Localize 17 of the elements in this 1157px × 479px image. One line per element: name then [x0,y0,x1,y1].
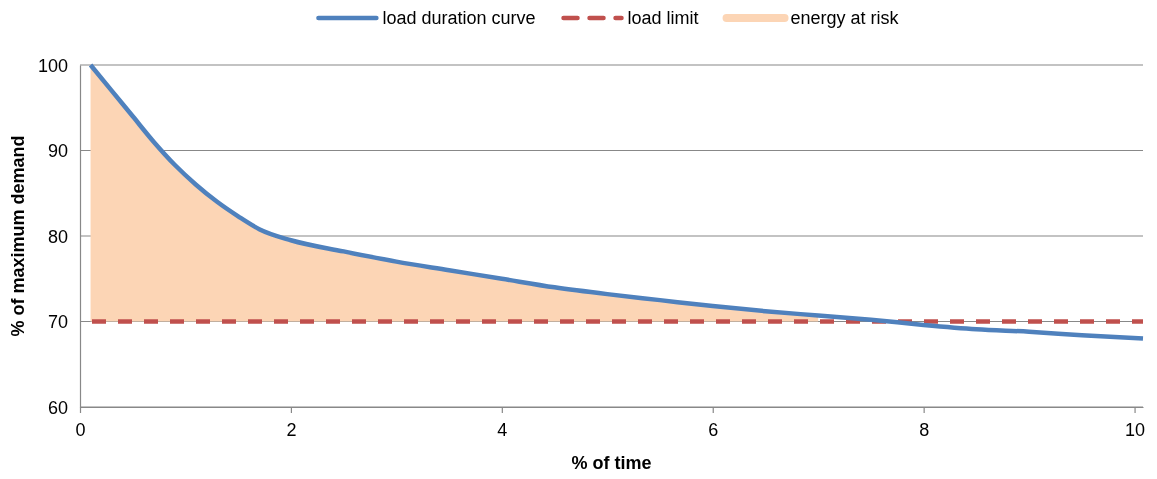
legend-label: energy at risk [790,8,900,28]
x-tick-label: 2 [286,419,297,440]
y-tick-label: 80 [47,226,68,247]
legend-label: load duration curve [382,8,536,28]
y-axis-title: % of maximum demand [8,135,28,337]
x-tick-label: 10 [1125,419,1146,440]
line-series [88,62,1146,341]
y-tick-label: 90 [47,141,68,162]
x-tick-label: 0 [75,419,86,440]
x-tick-label: 6 [708,419,719,440]
x-tick-label: 8 [919,419,930,440]
y-tick-label: 100 [37,55,68,76]
x-tick-label: 4 [497,419,508,440]
y-tick-label: 60 [47,397,68,418]
x-axis-title: % of time [571,453,652,473]
y-tick-label: 70 [47,312,68,333]
legend-label: load limit [627,8,699,28]
